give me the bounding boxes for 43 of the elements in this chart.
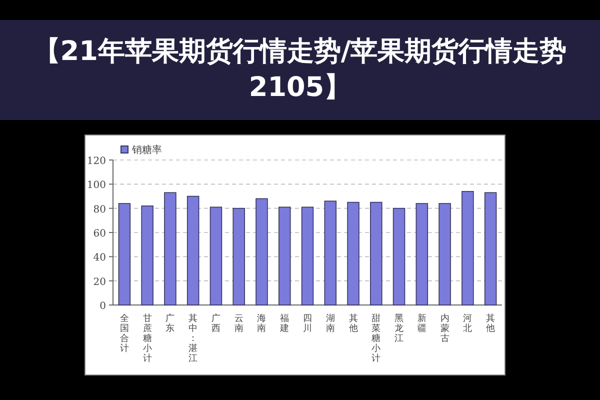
x-tick-label: 其他 bbox=[486, 313, 496, 334]
bar bbox=[278, 206, 291, 306]
bar bbox=[164, 192, 176, 306]
y-tick-label: 100 bbox=[86, 180, 106, 192]
x-tick-label: 广东 bbox=[166, 313, 175, 334]
bar bbox=[141, 206, 154, 306]
x-tick-label: 甜菜糖小计 bbox=[372, 313, 381, 364]
x-tick-label: 福建 bbox=[279, 313, 290, 334]
x-tick-label: 广西 bbox=[211, 313, 220, 334]
y-tick-label: 120 bbox=[86, 156, 106, 167]
bar bbox=[484, 192, 497, 306]
bar bbox=[438, 203, 451, 306]
x-tick-label: 湖南 bbox=[326, 313, 335, 334]
bar bbox=[416, 203, 428, 306]
x-tick-label: 其中：湛江 bbox=[188, 313, 198, 364]
x-tick-label: 黑龙江 bbox=[394, 313, 404, 344]
bar bbox=[347, 202, 360, 306]
bar bbox=[370, 202, 382, 306]
bar bbox=[210, 206, 222, 306]
y-tick-label: 80 bbox=[93, 204, 106, 216]
bar bbox=[392, 208, 406, 306]
bar bbox=[186, 196, 200, 306]
y-tick-label: 40 bbox=[93, 252, 106, 264]
x-tick-label: 四川 bbox=[303, 314, 312, 334]
x-tick-label: 全国合计 bbox=[120, 313, 129, 354]
bar bbox=[462, 191, 474, 306]
x-tick-label: 云南 bbox=[234, 314, 244, 334]
bar bbox=[118, 203, 131, 306]
y-tick-label: 60 bbox=[93, 228, 106, 240]
x-tick-label: 新疆 bbox=[417, 313, 426, 334]
legend-label: 销糖率 bbox=[131, 144, 162, 156]
x-tick-label: 河北 bbox=[463, 313, 472, 334]
x-tick-label: 内蒙古 bbox=[440, 313, 450, 344]
bar bbox=[324, 200, 337, 306]
bar bbox=[256, 198, 268, 306]
x-tick-label: 海南 bbox=[257, 313, 266, 334]
y-tick-label: 0 bbox=[100, 301, 106, 312]
x-tick-label: 甘蔗糖小计 bbox=[142, 313, 152, 364]
bar bbox=[301, 206, 314, 306]
chart-title: 【21年苹果期货行情走势/苹果期货行情走势2105】 bbox=[32, 35, 568, 105]
x-tick-label: 其他 bbox=[348, 313, 358, 334]
y-tick-label: 20 bbox=[93, 276, 106, 288]
bar bbox=[232, 208, 245, 306]
